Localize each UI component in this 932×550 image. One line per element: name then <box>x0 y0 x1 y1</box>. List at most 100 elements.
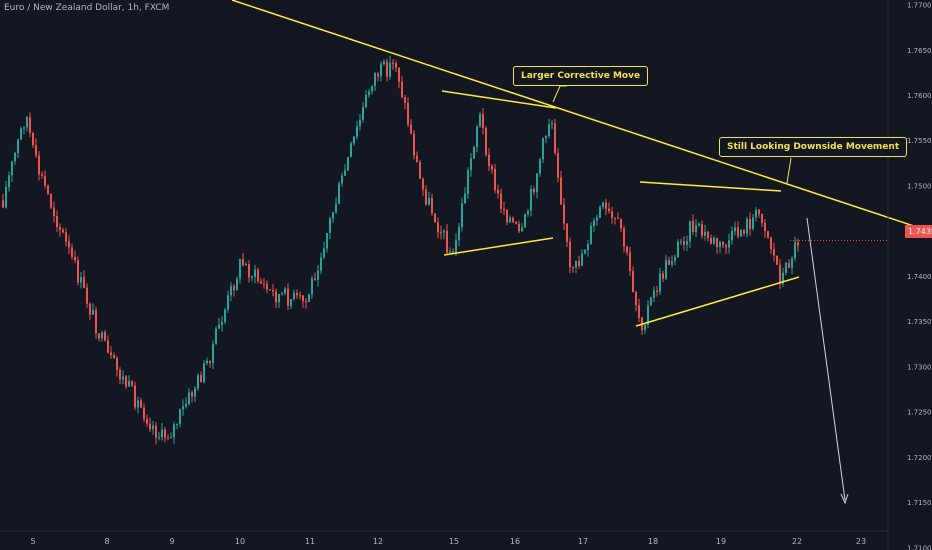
corrective-lower-line[interactable] <box>443 237 554 256</box>
x-tick-label: 12 <box>373 537 383 546</box>
candle-body <box>23 127 25 129</box>
candle-body <box>398 67 400 82</box>
callout-downside-movement[interactable]: Still Looking Downside Movement <box>719 137 908 157</box>
candle-body <box>371 85 373 92</box>
candle-body <box>251 276 253 278</box>
candle-body <box>11 161 13 176</box>
candle-body <box>101 332 103 339</box>
projection-arrow <box>806 217 849 505</box>
candle-body <box>227 295 229 310</box>
candle-body <box>755 209 757 218</box>
candle-body <box>380 64 382 77</box>
y-tick-label: 1.71000 <box>907 544 932 550</box>
candle-body <box>713 238 715 244</box>
candle-body <box>20 128 22 140</box>
candle-body <box>620 218 622 229</box>
candle-body <box>257 269 259 282</box>
candle-body <box>686 241 688 245</box>
candle-body <box>476 126 478 148</box>
candle-body <box>602 202 604 207</box>
candle-body <box>500 193 502 209</box>
candle-body <box>629 252 631 271</box>
candle-body <box>377 73 379 77</box>
candle-body <box>536 173 538 193</box>
triangle-upper-line[interactable] <box>639 181 782 192</box>
x-tick-label: 19 <box>716 537 726 546</box>
candle-body <box>539 159 541 174</box>
callout-pointer-1 <box>552 85 567 103</box>
candle-body <box>317 270 319 280</box>
candle-body <box>512 217 514 222</box>
candle-body <box>35 145 37 156</box>
x-tick-label: 15 <box>449 537 459 546</box>
candle-body <box>287 288 289 307</box>
candle-body <box>158 437 160 439</box>
x-tick-label: 11 <box>305 537 315 546</box>
candle-body <box>77 260 79 283</box>
candle-body <box>230 286 232 296</box>
candle-body <box>170 437 172 439</box>
candle-body <box>8 175 10 188</box>
candle-body <box>599 206 601 218</box>
candle-body <box>578 260 580 266</box>
candle-body <box>164 429 166 438</box>
x-tick-label: 18 <box>648 537 658 546</box>
callout-corrective-move[interactable]: Larger Corrective Move <box>513 66 649 86</box>
candle-body <box>236 278 238 291</box>
candle-body <box>650 297 652 306</box>
candle-body <box>260 281 262 284</box>
candle-body <box>668 260 670 265</box>
x-tick-label: 16 <box>510 537 520 546</box>
candle-body <box>545 136 547 139</box>
candle-body <box>521 227 523 232</box>
y-tick-label: 1.72500 <box>907 409 932 417</box>
x-tick-label: 22 <box>792 537 802 546</box>
candle-body <box>5 187 7 208</box>
candle-body <box>173 424 175 438</box>
main-descending-trendline[interactable] <box>231 0 932 233</box>
candle-body <box>344 170 346 176</box>
last-price-badge: 1.74390 <box>905 225 932 238</box>
candle-body <box>326 232 328 249</box>
candle-body <box>635 292 637 306</box>
candle-body <box>38 155 40 175</box>
candle-body <box>662 273 664 279</box>
candle-body <box>74 257 76 261</box>
candle-body <box>122 376 124 380</box>
candle-body <box>428 197 430 205</box>
candle-body <box>464 193 466 204</box>
candle-body <box>392 62 394 64</box>
x-tick-label: 10 <box>235 537 245 546</box>
candle-body <box>482 114 484 128</box>
candle-body <box>131 381 133 386</box>
candle-body <box>791 258 793 268</box>
candle-body <box>566 223 568 242</box>
candle-body <box>53 207 55 216</box>
candle-body <box>452 251 454 253</box>
y-tick-label: 1.75000 <box>907 182 932 190</box>
candle-body <box>218 324 220 329</box>
candle-body <box>68 241 70 248</box>
candle-body <box>671 261 673 265</box>
candle-body <box>47 185 49 194</box>
candle-body <box>98 333 100 339</box>
candle-body <box>110 352 112 355</box>
candle-body <box>707 231 709 238</box>
candle-body <box>794 242 796 259</box>
triangle-lower-line[interactable] <box>635 276 800 327</box>
corrective-upper-line[interactable] <box>441 90 557 109</box>
candle-body <box>737 227 739 237</box>
candle-body <box>494 169 496 190</box>
candle-body <box>440 232 442 234</box>
candle-body <box>275 291 277 303</box>
candle-body <box>404 97 406 103</box>
x-tick-label: 9 <box>169 537 174 546</box>
candle-body <box>608 208 610 212</box>
candle-body <box>776 255 778 265</box>
candle-body <box>245 264 247 266</box>
candle-body <box>533 189 535 193</box>
y-tick-label: 1.73500 <box>907 318 932 326</box>
candle-body <box>458 227 460 241</box>
